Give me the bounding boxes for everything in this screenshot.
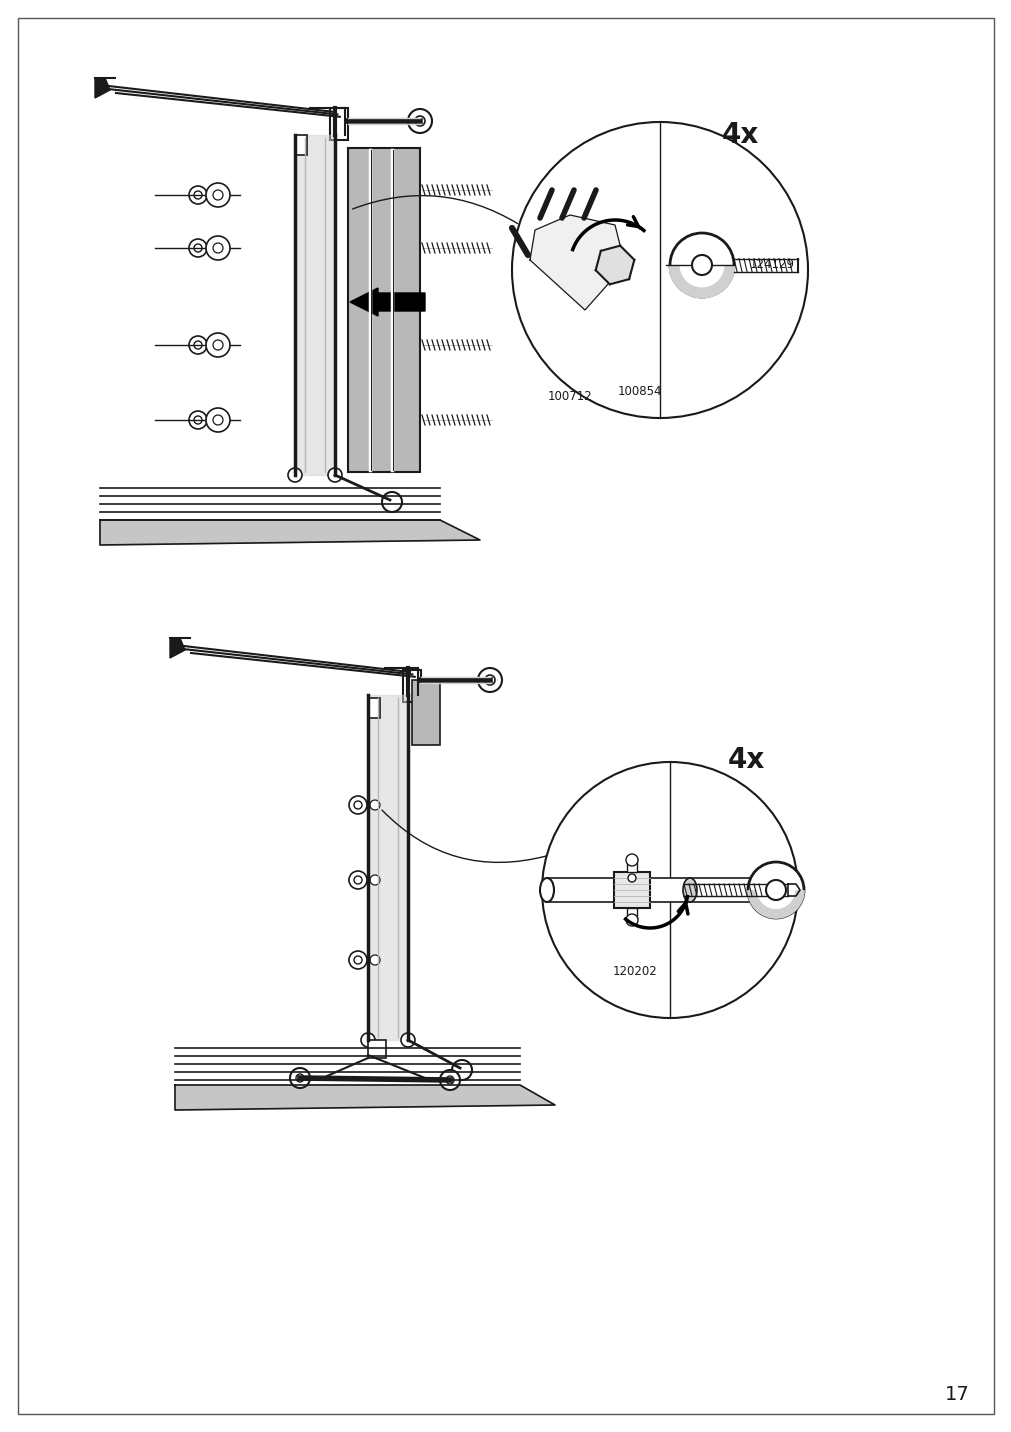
Circle shape — [626, 914, 637, 927]
Circle shape — [669, 233, 733, 296]
Circle shape — [189, 186, 207, 203]
Bar — [627, 908, 636, 922]
Text: 17: 17 — [944, 1385, 969, 1403]
Bar — [402, 670, 421, 702]
Circle shape — [370, 875, 379, 885]
Circle shape — [349, 796, 367, 813]
Circle shape — [206, 183, 229, 208]
Circle shape — [189, 337, 207, 354]
Circle shape — [194, 243, 202, 252]
Bar — [330, 107, 348, 140]
Text: 4x: 4x — [721, 120, 758, 149]
Bar — [627, 858, 636, 872]
Circle shape — [194, 190, 202, 199]
Polygon shape — [175, 1085, 554, 1110]
Ellipse shape — [540, 878, 553, 902]
Circle shape — [206, 408, 229, 432]
Circle shape — [290, 1068, 309, 1088]
Polygon shape — [530, 215, 625, 309]
Circle shape — [349, 871, 367, 889]
Polygon shape — [595, 246, 634, 285]
Bar — [368, 1040, 385, 1058]
Circle shape — [477, 667, 501, 692]
Circle shape — [328, 468, 342, 483]
Circle shape — [354, 957, 362, 964]
Circle shape — [747, 862, 803, 918]
Bar — [295, 135, 306, 155]
Circle shape — [194, 417, 202, 424]
Circle shape — [212, 190, 222, 200]
Text: 120202: 120202 — [612, 965, 657, 978]
Circle shape — [446, 1075, 454, 1084]
Circle shape — [361, 1032, 375, 1047]
Bar — [411, 680, 440, 745]
Circle shape — [354, 876, 362, 884]
Circle shape — [295, 1074, 303, 1083]
Bar — [614, 872, 649, 908]
Circle shape — [440, 1070, 460, 1090]
Circle shape — [212, 415, 222, 425]
Circle shape — [452, 1060, 471, 1080]
Text: 4x: 4x — [727, 746, 764, 775]
Circle shape — [626, 853, 637, 866]
Text: 124129: 124129 — [749, 258, 795, 271]
Circle shape — [512, 122, 807, 418]
Circle shape — [407, 109, 432, 133]
Circle shape — [212, 339, 222, 349]
Circle shape — [415, 116, 425, 126]
Bar — [547, 878, 784, 902]
Polygon shape — [170, 639, 185, 657]
Text: 100854: 100854 — [617, 385, 661, 398]
Circle shape — [400, 1032, 415, 1047]
Circle shape — [288, 468, 301, 483]
Circle shape — [349, 951, 367, 969]
Circle shape — [381, 493, 401, 513]
Circle shape — [194, 341, 202, 349]
Circle shape — [370, 800, 379, 811]
Polygon shape — [95, 77, 110, 97]
Circle shape — [189, 239, 207, 256]
Circle shape — [692, 255, 712, 275]
FancyArrow shape — [350, 288, 425, 316]
Circle shape — [206, 334, 229, 357]
Polygon shape — [100, 520, 479, 546]
Circle shape — [206, 236, 229, 261]
Circle shape — [484, 674, 494, 684]
Circle shape — [542, 762, 798, 1018]
Text: 100712: 100712 — [547, 390, 591, 402]
Ellipse shape — [682, 878, 697, 902]
Circle shape — [628, 874, 635, 882]
Bar — [348, 147, 420, 473]
Bar — [368, 697, 379, 717]
Circle shape — [212, 243, 222, 253]
Polygon shape — [788, 884, 800, 896]
Circle shape — [765, 881, 786, 899]
Circle shape — [354, 800, 362, 809]
Circle shape — [370, 955, 379, 965]
Circle shape — [189, 411, 207, 430]
